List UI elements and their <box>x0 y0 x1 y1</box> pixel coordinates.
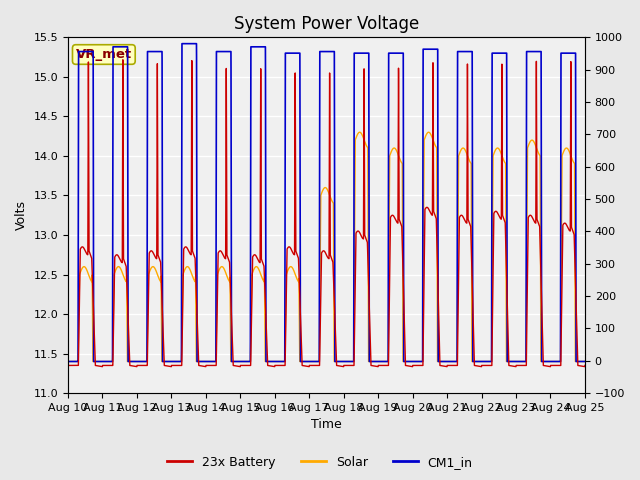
Legend: 23x Battery, Solar, CM1_in: 23x Battery, Solar, CM1_in <box>163 451 477 474</box>
23x Battery <box>559 221 567 227</box>
Solar <box>559 150 567 156</box>
X-axis label: Time: Time <box>311 419 342 432</box>
Line: CM1_in: CM1_in <box>68 44 585 361</box>
CM1_in <box>309 359 317 364</box>
Solar <box>456 148 464 154</box>
CM1_in <box>64 359 72 364</box>
CM1_in <box>553 359 561 364</box>
CM1_in <box>240 359 248 364</box>
23x Battery <box>547 364 554 370</box>
23x Battery <box>64 362 72 368</box>
23x Battery <box>240 362 248 368</box>
23x Battery <box>581 362 589 368</box>
Y-axis label: Volts: Volts <box>15 200 28 230</box>
Solar <box>64 359 72 364</box>
23x Battery <box>119 57 127 63</box>
Line: Solar: Solar <box>68 132 585 361</box>
23x Battery <box>442 363 450 369</box>
23x Battery <box>309 362 317 368</box>
CM1_in <box>178 41 186 47</box>
23x Battery <box>553 362 561 368</box>
Solar <box>309 359 317 364</box>
23x Battery <box>456 213 464 218</box>
Solar <box>240 359 248 364</box>
Solar <box>425 129 433 135</box>
CM1_in <box>581 359 589 364</box>
Text: VR_met: VR_met <box>76 48 132 61</box>
Solar <box>581 359 589 364</box>
Line: 23x Battery: 23x Battery <box>68 60 585 367</box>
Solar <box>442 359 450 364</box>
Solar <box>553 359 561 364</box>
Title: System Power Voltage: System Power Voltage <box>234 15 419 33</box>
CM1_in <box>559 50 567 56</box>
CM1_in <box>442 359 450 364</box>
CM1_in <box>456 48 464 54</box>
